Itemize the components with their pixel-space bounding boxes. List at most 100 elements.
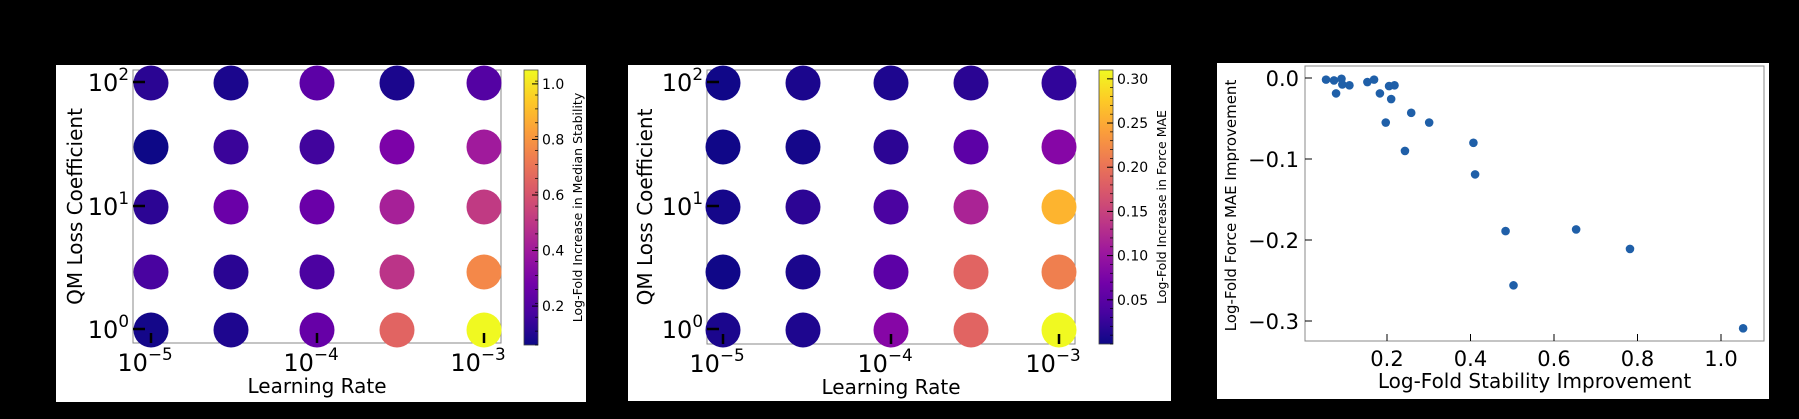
- colorbar-label: Log-Fold Increase in Force MAE: [1154, 110, 1169, 304]
- grid-marker: [299, 65, 335, 101]
- colorbar-tick-label: 0.8: [542, 132, 564, 148]
- scatter-point: [1338, 80, 1347, 89]
- grid-marker: [213, 65, 249, 101]
- x-tick-label: 1.0: [1704, 347, 1737, 371]
- colorbar-tick-label: 0.10: [1117, 249, 1148, 265]
- y-axis-label: Log-Fold Force MAE Improvement: [1222, 80, 1240, 332]
- x-tick-label: 10−4: [283, 344, 338, 377]
- x-tick-label: 10−3: [1025, 345, 1080, 378]
- grid-marker: [213, 254, 249, 290]
- scatter-point: [1375, 89, 1385, 98]
- scatter-point: [1625, 244, 1635, 254]
- grid-marker: [133, 189, 169, 225]
- grid-marker: [133, 65, 169, 101]
- grid-marker: [379, 189, 415, 225]
- colorbar-tick-label: 0.20: [1117, 160, 1148, 176]
- grid-marker: [1041, 129, 1077, 165]
- grid-marker: [873, 189, 909, 225]
- heatmap-chart-2: Learning Rate QM Loss Coefficient 0.05 0.10…: [633, 65, 1169, 399]
- scatter-point: [1406, 108, 1416, 118]
- colorbar-tick-label: 0.25: [1117, 116, 1148, 132]
- grid-marker: [873, 254, 909, 290]
- grid-marker: [1041, 312, 1077, 348]
- colorbar-tick-label: 0.2: [542, 299, 564, 315]
- x-tick-label: 0.2: [1370, 347, 1403, 371]
- grid-marker: [785, 312, 821, 348]
- x-tick-label: 0.8: [1621, 347, 1654, 371]
- x-tick-label: 10−4: [857, 345, 912, 378]
- grid-marker: [705, 189, 741, 225]
- colorbar-label: Log-Fold Increase in Median Stability: [570, 92, 585, 322]
- scatter-point: [1386, 94, 1396, 104]
- grid-marker: [705, 254, 741, 290]
- scatter-point: [1571, 225, 1581, 234]
- grid-marker: [379, 65, 415, 101]
- x-tick-label: 0.4: [1454, 347, 1487, 371]
- x-tick-label: 10−3: [450, 344, 505, 377]
- scatter-point: [1390, 80, 1399, 90]
- grid-marker: [213, 189, 249, 225]
- colorbar: [1098, 69, 1114, 345]
- grid-marker: [705, 65, 741, 101]
- y-tick-label: 0.0: [1266, 67, 1299, 91]
- grid-marker: [466, 189, 502, 225]
- x-axis-label: Learning Rate: [821, 375, 960, 399]
- y-tick-label: −0.2: [1248, 229, 1299, 253]
- y-axis-label: QM Loss Coefficient: [63, 108, 87, 305]
- grid-marker: [379, 254, 415, 290]
- colorbar-tick-label: 0.05: [1117, 293, 1148, 309]
- scatter-point: [1424, 118, 1434, 127]
- colorbar-tick-label: 0.6: [542, 188, 564, 204]
- y-tick-label: 102: [88, 64, 129, 97]
- grid-marker: [785, 65, 821, 101]
- grid-marker: [213, 129, 249, 165]
- grid-marker: [873, 129, 909, 165]
- scatter-point: [1331, 89, 1341, 98]
- grid-marker: [873, 65, 909, 101]
- axes-frame: [1304, 65, 1765, 342]
- x-tick-label: 0.6: [1537, 347, 1570, 371]
- grid-marker: [1041, 189, 1077, 225]
- grid-marker: [133, 129, 169, 165]
- grid-marker: [705, 129, 741, 165]
- grid-marker: [466, 65, 502, 101]
- grid-marker: [705, 312, 741, 348]
- scatter-point: [1400, 146, 1410, 156]
- colorbar: [523, 69, 539, 346]
- scatter-point: [1501, 226, 1510, 236]
- colorbar-tick-label: 0.4: [542, 244, 564, 260]
- scatter-point: [1738, 323, 1748, 333]
- grid-marker: [299, 254, 335, 290]
- grid-marker: [953, 312, 989, 348]
- scatter-point: [1329, 76, 1339, 85]
- y-tick-label: 101: [662, 188, 703, 221]
- grid-marker: [785, 254, 821, 290]
- grid-marker: [953, 254, 989, 290]
- scatter-chart: 0.2 0.4 0.6 0.8 1.0 0.0 −0.1 −0.2 −0.3 Log-Fold S…: [1222, 65, 1765, 393]
- y-tick-label: −0.1: [1248, 148, 1299, 172]
- y-axis-label: QM Loss Coefficient: [633, 108, 657, 305]
- x-axis-label: Learning Rate: [247, 374, 386, 398]
- scatter-point: [1470, 170, 1480, 179]
- grid-marker: [133, 312, 169, 348]
- scatter-point: [1381, 118, 1391, 127]
- y-tick-label: 100: [88, 311, 129, 344]
- scatter-point: [1369, 75, 1379, 84]
- scatter-point: [1321, 75, 1331, 84]
- grid-marker: [953, 65, 989, 101]
- grid-marker: [873, 312, 909, 348]
- grid-marker: [379, 129, 415, 165]
- grid-marker: [785, 129, 821, 165]
- colorbar-tick-label: 0.15: [1117, 204, 1148, 220]
- grid-marker: [133, 254, 169, 290]
- grid-marker: [953, 129, 989, 165]
- scatter-point: [1345, 80, 1354, 90]
- grid-marker: [953, 189, 989, 225]
- scatter-point: [1469, 138, 1478, 148]
- colorbar-tick-label: 1.0: [542, 77, 564, 93]
- x-tick-label: 10−5: [689, 345, 744, 378]
- x-tick-label: 10−5: [117, 344, 172, 377]
- colorbar-tick-label: 0.30: [1117, 72, 1148, 88]
- heatmap-chart-1: Learning Rate QM Loss Coefficient 0.2 0.4 0.…: [63, 65, 585, 398]
